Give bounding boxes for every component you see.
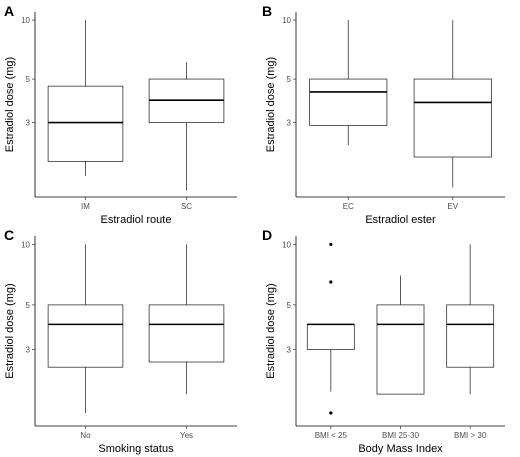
outlier-point xyxy=(329,242,333,246)
panel-letter: B xyxy=(262,3,272,19)
outlier-point xyxy=(329,411,333,415)
panel-letter: A xyxy=(4,3,14,19)
x-axis-title: Smoking status xyxy=(98,443,174,455)
box-no xyxy=(47,244,124,414)
y-axis-title: Estradiol dose (mg) xyxy=(265,57,277,152)
y-tick-label: 3 xyxy=(26,346,31,355)
panel-letter: C xyxy=(4,227,14,243)
x-tick-label: EV xyxy=(447,202,458,211)
x-tick-label: BMI > 30 xyxy=(454,431,487,440)
x-tick-label: Yes xyxy=(180,431,193,440)
box-bmi-25 xyxy=(306,242,355,415)
panel-c: C 3 5 10 Estradiol dose (mg) No Yes Smoking sta… xyxy=(4,227,237,455)
x-tick-label: EC xyxy=(343,202,354,211)
panel-d: D 3 5 10 Estradiol dose (mg) BMI < 25 BMI 25-3… xyxy=(262,227,505,455)
x-axis-title: Estradiol ester xyxy=(365,214,436,226)
box-ev xyxy=(413,20,492,188)
box-bmi-30 xyxy=(446,244,495,395)
box-iqr xyxy=(446,304,495,368)
x-axis-title: Estradiol route xyxy=(101,214,172,226)
y-tick-label: 3 xyxy=(287,119,292,128)
y-tick-label: 5 xyxy=(287,75,292,84)
x-tick-label: IM xyxy=(81,202,90,211)
y-tick-label: 5 xyxy=(287,301,292,310)
panel-b: B 3 5 10 Estradiol dose (mg) EC EV Estradiol es… xyxy=(262,3,505,226)
x-tick-label: BMI 25-30 xyxy=(382,431,419,440)
y-axis-title: Estradiol dose (mg) xyxy=(265,283,277,378)
box-iqr xyxy=(413,78,492,158)
y-tick-label: 10 xyxy=(282,240,291,249)
box-iqr xyxy=(306,323,355,350)
outlier-point xyxy=(329,280,333,284)
box-im xyxy=(47,20,124,177)
x-tick-label: SC xyxy=(181,202,192,211)
y-tick-label: 5 xyxy=(26,75,31,84)
y-tick-label: 10 xyxy=(282,16,291,25)
y-axis-title: Estradiol dose (mg) xyxy=(4,283,16,378)
box-iqr xyxy=(148,304,225,363)
y-tick-label: 5 xyxy=(26,301,31,310)
y-tick-label: 3 xyxy=(26,119,31,128)
x-axis-title: Body Mass Index xyxy=(358,443,443,455)
x-tick-label: No xyxy=(80,431,91,440)
y-tick-label: 3 xyxy=(287,346,292,355)
box-yes xyxy=(148,244,225,395)
y-tick-label: 10 xyxy=(21,16,30,25)
box-iqr xyxy=(376,304,425,395)
x-tick-label: BMI < 25 xyxy=(315,431,348,440)
box-iqr xyxy=(47,304,124,368)
box-ec xyxy=(309,20,388,146)
box-iqr xyxy=(47,85,124,162)
box-bmi-25-30 xyxy=(376,275,425,395)
box-iqr xyxy=(309,78,388,126)
y-tick-label: 10 xyxy=(21,240,30,249)
panel-letter: D xyxy=(262,227,272,243)
y-axis-title: Estradiol dose (mg) xyxy=(4,57,16,152)
box-sc xyxy=(148,62,225,191)
panel-a: A 3 5 10 Estradiol dose (mg) IM SC Estradiol ro… xyxy=(4,3,237,226)
